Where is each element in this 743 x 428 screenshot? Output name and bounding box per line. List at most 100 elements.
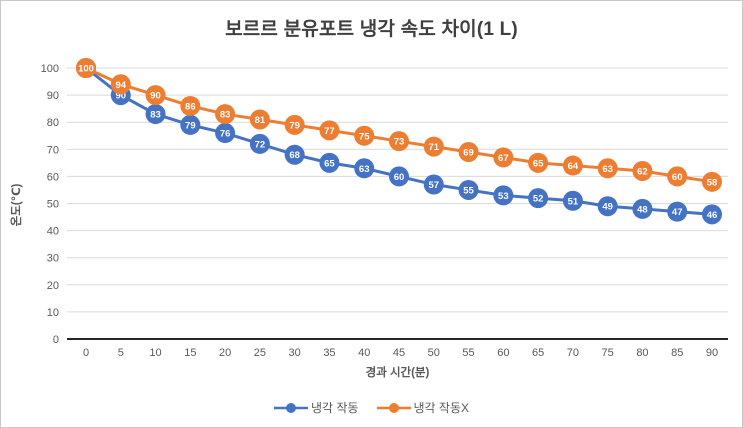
y-axis-tick-labels: 0 10 20 30 40 50 60 70 80 90 100 (41, 63, 59, 346)
data-point-marker (597, 158, 618, 179)
x-tick-label: 85 (671, 347, 683, 359)
data-point-marker (354, 158, 375, 179)
data-point-label: 63 (359, 164, 370, 175)
x-tick-label: 30 (289, 347, 301, 359)
data-point-marker (632, 160, 653, 181)
data-point-marker (528, 188, 549, 209)
legend-item-cooling-on: 냉각 작동 (274, 399, 359, 416)
data-point-marker (180, 95, 201, 116)
data-point-label: 90 (115, 91, 126, 102)
data-point-marker (76, 58, 96, 78)
data-point-label: 75 (359, 131, 370, 142)
x-tick-label: 20 (219, 347, 231, 359)
x-tick-label: 65 (532, 347, 544, 359)
data-point-marker (249, 109, 270, 130)
data-point-label: 100 (78, 64, 94, 75)
data-point-marker (423, 136, 444, 157)
legend-label-cooling-off: 냉각 작동X (413, 401, 470, 415)
data-point-label: 86 (185, 101, 196, 112)
data-point-label: 65 (324, 158, 335, 169)
y-tick-label: 40 (47, 226, 59, 238)
data-point-marker (632, 198, 653, 219)
data-point-label: 62 (637, 166, 648, 177)
data-point-marker (389, 166, 409, 187)
data-point-label: 53 (498, 191, 509, 202)
data-point-marker (319, 120, 340, 141)
y-axis-title: 온도(℃) (11, 183, 23, 227)
data-point-marker (389, 131, 409, 152)
data-point-marker (493, 185, 514, 206)
x-tick-label: 50 (428, 347, 440, 359)
x-tick-label: 60 (497, 347, 509, 359)
data-point-marker (145, 85, 166, 106)
data-point-label: 83 (150, 110, 161, 121)
series-line (85, 66, 713, 184)
data-point-marker (562, 155, 583, 176)
legend-label-cooling-on: 냉각 작동 (311, 401, 359, 415)
x-tick-label: 25 (254, 347, 266, 359)
line-marker-icon (376, 402, 411, 413)
y-tick-label: 60 (47, 171, 59, 183)
x-tick-label: 35 (323, 347, 335, 359)
data-point-marker (597, 196, 618, 217)
data-point-label: 55 (463, 185, 474, 196)
data-point-marker (215, 123, 236, 144)
data-point-label: 77 (324, 126, 335, 137)
data-point-label: 47 (672, 207, 683, 218)
data-point-label: 83 (220, 110, 231, 121)
x-tick-label: 5 (118, 347, 124, 359)
line-marker-icon (274, 402, 308, 413)
gridlines (67, 67, 728, 313)
data-point-label: 51 (568, 196, 579, 207)
x-tick-label: 0 (83, 347, 89, 359)
y-tick-label: 50 (47, 199, 59, 211)
data-point-label: 79 (289, 120, 300, 131)
data-point-label: 49 (602, 202, 613, 213)
data-point-label: 65 (533, 158, 544, 169)
y-tick-label: 80 (47, 117, 59, 129)
data-point-label: 60 (394, 172, 405, 183)
data-point-marker (667, 201, 688, 222)
legend: 냉각 작동 냉각 작동X (1, 399, 742, 416)
data-point-label: 52 (533, 194, 544, 205)
data-point-label: 79 (185, 120, 196, 131)
data-point-label: 68 (289, 150, 300, 161)
data-point-marker (458, 179, 479, 200)
y-tick-label: 30 (47, 253, 59, 265)
data-point-marker (493, 147, 514, 168)
data-point-marker (667, 166, 688, 187)
y-tick-label: 100 (41, 63, 59, 75)
data-point-label: 73 (394, 137, 405, 148)
data-point-label: 64 (568, 161, 579, 172)
data-point-label: 63 (602, 164, 613, 175)
data-point-label: 67 (498, 153, 509, 164)
x-tick-label: 40 (358, 347, 370, 359)
data-point-marker (458, 142, 479, 163)
data-point-marker (354, 125, 375, 146)
data-point-marker (284, 114, 305, 135)
x-tick-label: 80 (636, 347, 648, 359)
data-point-label: 48 (637, 204, 648, 215)
y-tick-label: 0 (53, 334, 59, 346)
data-point-label: 90 (150, 91, 161, 102)
x-tick-label: 90 (706, 347, 718, 359)
data-point-label: 76 (220, 129, 231, 140)
data-point-marker (528, 152, 549, 173)
y-tick-label: 90 (47, 90, 59, 102)
legend-item-cooling-off: 냉각 작동X (376, 399, 470, 416)
data-point-label: 58 (707, 177, 718, 188)
x-axis-title: 경과 시간(분) (365, 367, 430, 379)
data-point-label: 81 (255, 115, 266, 126)
data-point-label: 46 (707, 210, 718, 221)
data-point-marker (215, 104, 236, 125)
x-axis-tick-labels: 0 5 10 15 20 25 30 35 40 45 50 55 60 65 70 75 80 85 90 (83, 347, 718, 359)
data-point-marker (319, 152, 340, 173)
data-point-label: 57 (428, 180, 439, 191)
x-tick-label: 15 (184, 347, 196, 359)
data-point-marker (423, 174, 444, 195)
y-tick-label: 70 (47, 144, 59, 156)
data-point-label: 72 (255, 139, 266, 150)
